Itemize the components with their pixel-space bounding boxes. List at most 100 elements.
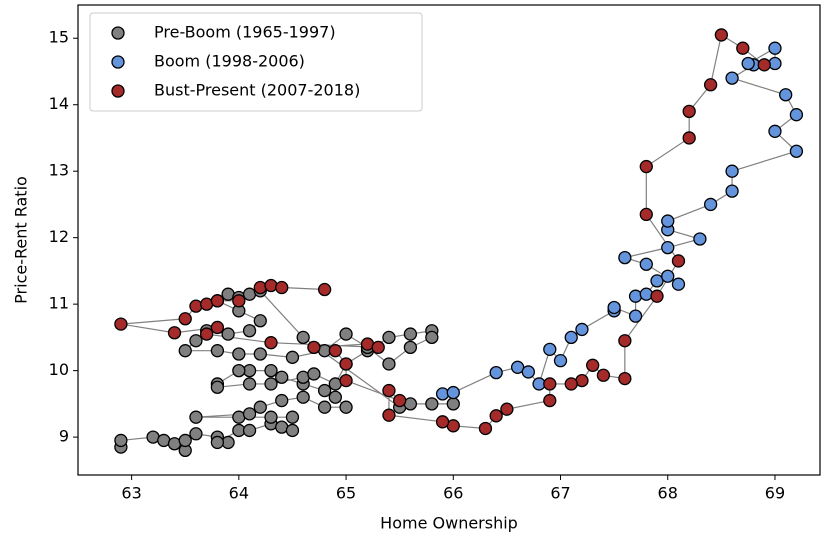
point (628, 289, 643, 303)
point (242, 324, 257, 338)
point (210, 320, 225, 335)
point (371, 340, 385, 355)
point (500, 402, 514, 416)
point (296, 330, 310, 345)
plot-frame (77, 4, 821, 476)
point (285, 423, 300, 438)
point (210, 294, 225, 308)
x-tick-label: 63 (121, 484, 141, 503)
point (317, 400, 332, 414)
point (264, 336, 278, 350)
point (639, 287, 653, 301)
point (307, 340, 321, 355)
point (789, 144, 804, 158)
point (736, 41, 750, 55)
point (264, 377, 278, 391)
point (478, 421, 493, 436)
x-tick-label: 67 (550, 484, 570, 503)
point (628, 309, 643, 323)
connecting-line (120, 33, 765, 430)
point (382, 330, 396, 345)
point (339, 373, 353, 388)
point (393, 393, 407, 408)
point (200, 327, 214, 341)
y-tick-label: 11 (49, 294, 69, 313)
y-tick-label: 15 (49, 28, 69, 47)
point (446, 397, 460, 411)
point (639, 257, 653, 271)
point (403, 340, 418, 355)
y-tick-label: 12 (49, 227, 69, 246)
point (328, 390, 342, 404)
legend-marker (111, 55, 125, 69)
point (671, 254, 686, 268)
point (114, 433, 128, 448)
point (725, 164, 739, 178)
point (564, 330, 578, 345)
point (489, 365, 503, 380)
point (242, 377, 257, 391)
point (586, 358, 600, 372)
point (618, 334, 632, 348)
point (639, 159, 653, 174)
point (285, 350, 300, 364)
point (264, 278, 278, 293)
point (253, 280, 267, 295)
x-axis-label: Home Ownership (380, 514, 518, 533)
point (435, 387, 450, 401)
point (703, 78, 718, 92)
point (339, 327, 353, 341)
point (435, 415, 450, 429)
point (639, 207, 653, 222)
x-tick-label: 66 (443, 484, 463, 503)
point (178, 344, 192, 358)
point (242, 423, 257, 438)
point (189, 410, 203, 424)
point (264, 410, 278, 424)
point (232, 294, 246, 308)
x-tick-label: 69 (765, 484, 785, 503)
legend-label: Boom (1998-2006) (154, 52, 305, 71)
point (489, 409, 503, 423)
point (543, 393, 557, 408)
point (564, 377, 578, 391)
y-axis-label: Price-Rent Ratio (12, 176, 31, 304)
point (650, 289, 664, 303)
point (167, 326, 182, 340)
x-tick-label: 65 (336, 484, 356, 503)
point (232, 363, 246, 378)
point (446, 385, 460, 400)
point (661, 240, 675, 255)
x-tick-label: 68 (658, 484, 678, 503)
y-tick-label: 13 (49, 161, 69, 180)
point (618, 371, 632, 386)
point (242, 407, 257, 421)
point (264, 363, 278, 378)
point (682, 131, 696, 145)
point (210, 344, 225, 358)
point (682, 104, 696, 119)
point (768, 124, 782, 138)
point (253, 314, 267, 328)
point (521, 365, 535, 379)
point (596, 368, 611, 382)
point (425, 397, 439, 411)
point (768, 56, 782, 71)
point (382, 383, 396, 398)
point (703, 197, 718, 212)
point (382, 408, 396, 422)
point (543, 342, 557, 357)
point (693, 232, 707, 246)
point (189, 334, 203, 348)
point (307, 367, 321, 381)
point (553, 354, 568, 368)
point (714, 28, 729, 42)
y-tick-label: 9 (59, 427, 69, 446)
point (725, 184, 739, 198)
point (178, 312, 192, 326)
point (618, 250, 632, 265)
point (114, 317, 128, 331)
legend-box (89, 12, 423, 112)
